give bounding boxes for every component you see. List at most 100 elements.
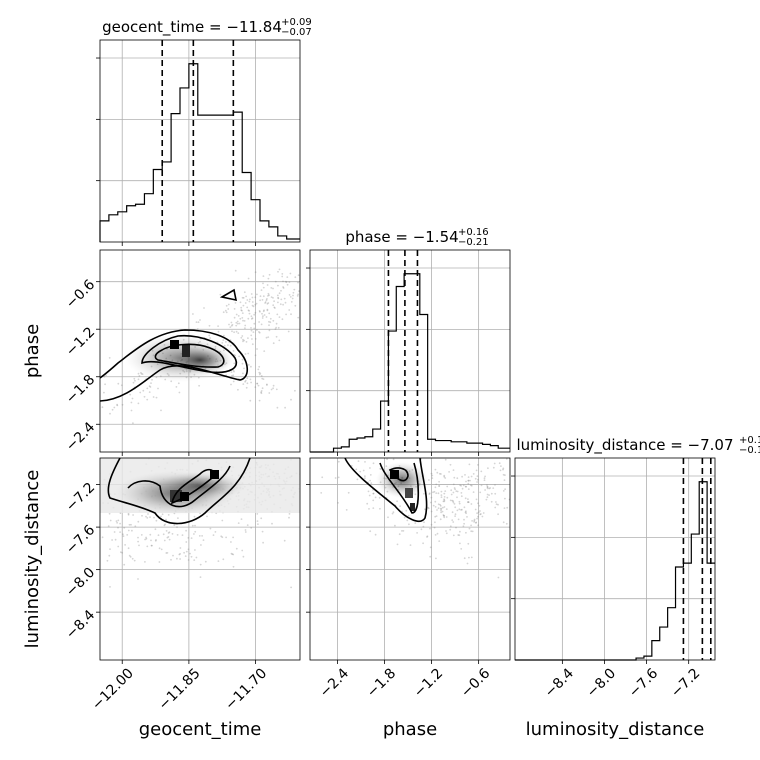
sample-point	[436, 532, 439, 535]
sample-point	[297, 293, 299, 296]
sample-point	[227, 308, 230, 310]
sample-point	[230, 552, 233, 555]
sample-point	[430, 523, 433, 526]
sample-point	[193, 559, 196, 561]
sample-point	[486, 496, 489, 499]
sample-point	[416, 532, 418, 534]
sample-point	[111, 539, 113, 541]
sample-point	[151, 378, 153, 381]
sample-point	[250, 334, 253, 337]
sample-point	[273, 306, 276, 309]
sample-point	[494, 506, 497, 509]
sample-point	[405, 509, 408, 512]
sample-point	[409, 544, 412, 546]
sample-point	[275, 388, 278, 391]
sample-point	[450, 493, 453, 496]
sample-point	[225, 311, 228, 314]
sample-point	[254, 271, 257, 274]
sample-point	[470, 484, 473, 487]
sample-point	[148, 391, 151, 393]
sample-point	[449, 463, 452, 466]
sample-point	[157, 534, 160, 537]
sample-point	[459, 530, 461, 533]
sample-point	[209, 527, 212, 530]
sample-point	[262, 295, 265, 298]
sample-point	[502, 468, 504, 471]
sample-point	[470, 530, 473, 533]
sample-point	[250, 327, 252, 329]
scatter-panel-geocent_time-phase	[95, 249, 318, 456]
sample-point	[248, 310, 251, 312]
sample-point	[117, 545, 120, 548]
sample-point	[441, 506, 444, 509]
sample-point	[85, 512, 87, 514]
sample-point	[230, 321, 233, 324]
sample-point	[187, 537, 190, 539]
sample-point	[259, 295, 262, 298]
sample-point	[230, 541, 232, 543]
sample-point	[179, 558, 182, 560]
sample-point	[488, 494, 490, 496]
panel-frame	[514, 457, 716, 661]
sample-point	[356, 478, 359, 481]
sample-point	[271, 522, 273, 525]
sample-point	[311, 273, 313, 275]
sample-point	[502, 473, 505, 476]
sample-point	[277, 326, 280, 329]
sample-point	[95, 398, 97, 400]
sample-point	[229, 326, 232, 328]
sample-point	[190, 537, 193, 539]
sample-point	[239, 317, 242, 320]
sample-point	[555, 465, 557, 467]
sample-point	[461, 508, 463, 511]
sample-point	[228, 323, 230, 326]
sample-point	[452, 491, 455, 494]
x-tick-label: −11.70	[222, 665, 270, 713]
sample-point	[483, 477, 486, 480]
sample-point	[464, 511, 467, 514]
sample-point	[347, 491, 350, 494]
sample-point	[530, 462, 532, 464]
sample-point	[467, 501, 470, 503]
sample-point	[476, 475, 479, 478]
sample-point	[519, 474, 521, 476]
sample-point	[316, 320, 318, 322]
sample-point	[193, 515, 196, 518]
sample-point	[260, 390, 263, 392]
sample-point	[460, 484, 462, 487]
sample-point	[462, 525, 465, 528]
sample-point	[105, 374, 107, 377]
sample-point	[488, 487, 491, 490]
sample-point	[160, 409, 162, 412]
sample-point	[131, 529, 133, 532]
sample-point	[262, 310, 265, 313]
sample-point	[263, 350, 266, 352]
sample-point	[246, 377, 249, 380]
sample-point	[185, 541, 188, 543]
sample-point	[538, 395, 540, 397]
sample-point	[512, 477, 514, 479]
sample-point	[242, 383, 245, 385]
sample-point	[439, 503, 441, 506]
sample-point	[440, 507, 442, 510]
sample-point	[449, 525, 452, 528]
sample-point	[230, 383, 232, 386]
sample-point	[474, 477, 477, 480]
sample-point	[158, 547, 161, 550]
contour-inner	[388, 467, 409, 482]
sample-point	[246, 306, 249, 309]
sample-point	[427, 506, 429, 509]
sample-point	[258, 331, 260, 333]
sample-point	[272, 304, 275, 307]
sample-point	[257, 437, 259, 439]
sample-point	[261, 312, 263, 315]
sample-point	[71, 514, 73, 516]
sample-point	[194, 524, 196, 527]
sample-point	[537, 533, 539, 535]
sample-point	[443, 474, 446, 477]
sample-point	[449, 455, 451, 457]
sample-point	[230, 371, 233, 373]
sample-point	[270, 433, 272, 435]
sample-point	[244, 302, 247, 304]
sample-point	[327, 466, 329, 468]
